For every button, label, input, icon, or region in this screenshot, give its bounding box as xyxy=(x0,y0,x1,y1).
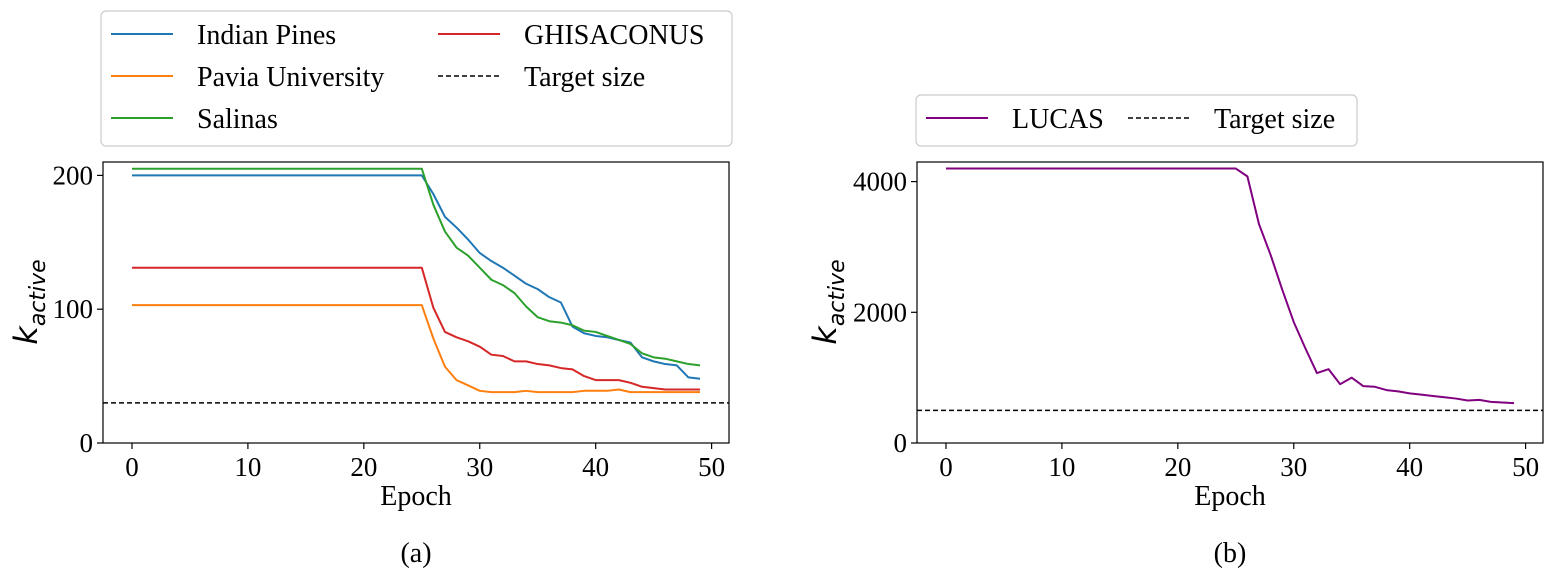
series-line-lucas-b xyxy=(945,167,1515,405)
x-tick-label-20-a: 20 xyxy=(350,452,377,482)
caption-b: (b) xyxy=(1214,538,1247,569)
y-axis-label-sub-a: active xyxy=(26,259,51,326)
x-tick-label-50-a: 50 xyxy=(698,452,725,482)
chart-panel-a: Indian Pines Pavia University Salinas GH… xyxy=(7,10,733,569)
y-axis-label-main-b: k xyxy=(806,325,844,345)
x-axis-label-a: Epoch xyxy=(380,481,452,512)
legend-label-target-size-a: Target size xyxy=(524,62,645,93)
legend-label-target-size-b: Target size xyxy=(1214,104,1335,135)
x-tick-label-50-b: 50 xyxy=(1512,452,1539,482)
x-tick-label-10-b: 10 xyxy=(1048,452,1075,482)
series-line-salinas-a xyxy=(131,167,701,367)
plot-area-a xyxy=(103,167,729,404)
axes-frame-b xyxy=(916,161,1544,444)
legend-label-ghisaconus: GHISACONUS xyxy=(524,20,704,51)
x-tick-label-30-a: 30 xyxy=(466,452,493,482)
legend-b: LUCAS Target size xyxy=(915,94,1358,147)
y-axis-label-main-a: k xyxy=(7,325,45,345)
x-tick-label-20-b: 20 xyxy=(1164,452,1191,482)
y-tick-label-0-a: 0 xyxy=(80,428,94,458)
x-tick-label-30-b: 30 xyxy=(1280,452,1307,482)
legend-label-salinas: Salinas xyxy=(197,104,278,135)
svg-text:kactive: kactive xyxy=(806,259,850,344)
chart-panel-b: LUCAS Target size 0 10 20 30 40 50 020004000 … xyxy=(806,94,1544,569)
x-tick-label-10-a: 10 xyxy=(234,452,261,482)
axes-frame-a xyxy=(102,161,730,444)
x-axis-a: 0 10 20 30 40 50 xyxy=(125,443,725,482)
y-axis-a: 0 100 200 xyxy=(53,160,103,458)
legend-label-lucas: LUCAS xyxy=(1012,104,1104,135)
x-tick-label-0-a: 0 xyxy=(125,452,139,482)
legend-frame-b xyxy=(915,94,1358,147)
svg-text:kactive: kactive xyxy=(7,259,51,344)
x-axis-b: 0 10 20 30 40 50 xyxy=(939,443,1539,482)
y-axis-label-a: kactive xyxy=(7,259,51,344)
series-line-ghisaconus-a xyxy=(131,266,701,391)
plot-area-b xyxy=(917,167,1543,412)
x-axis-label-b: Epoch xyxy=(1194,481,1266,512)
legend-label-pavia-university: Pavia University xyxy=(197,62,384,93)
y-axis-label-sub-b: active xyxy=(825,259,850,326)
y-tick-label-100-a: 100 xyxy=(53,294,94,324)
legend-frame-a xyxy=(100,10,733,147)
x-tick-label-40-a: 40 xyxy=(582,452,609,482)
legend-a: Indian Pines Pavia University Salinas GH… xyxy=(100,10,733,147)
y-tick-label-0-b: 0 xyxy=(894,428,908,458)
x-tick-label-0-b: 0 xyxy=(939,452,953,482)
y-axis-b: 0 2000 4000 xyxy=(853,167,917,458)
y-tick-label-4000-b: 4000 xyxy=(853,167,907,197)
series-line-indian-pines-a xyxy=(131,174,701,380)
y-axis-label-b: kactive xyxy=(806,259,850,344)
y-tick-label-200-a: 200 xyxy=(53,160,94,190)
y-tick-label-2000-b: 2000 xyxy=(853,297,907,327)
caption-a: (a) xyxy=(400,538,431,569)
series-line-pavia-university-a xyxy=(131,304,701,394)
legend-label-indian-pines: Indian Pines xyxy=(197,20,336,51)
x-tick-label-40-b: 40 xyxy=(1396,452,1423,482)
